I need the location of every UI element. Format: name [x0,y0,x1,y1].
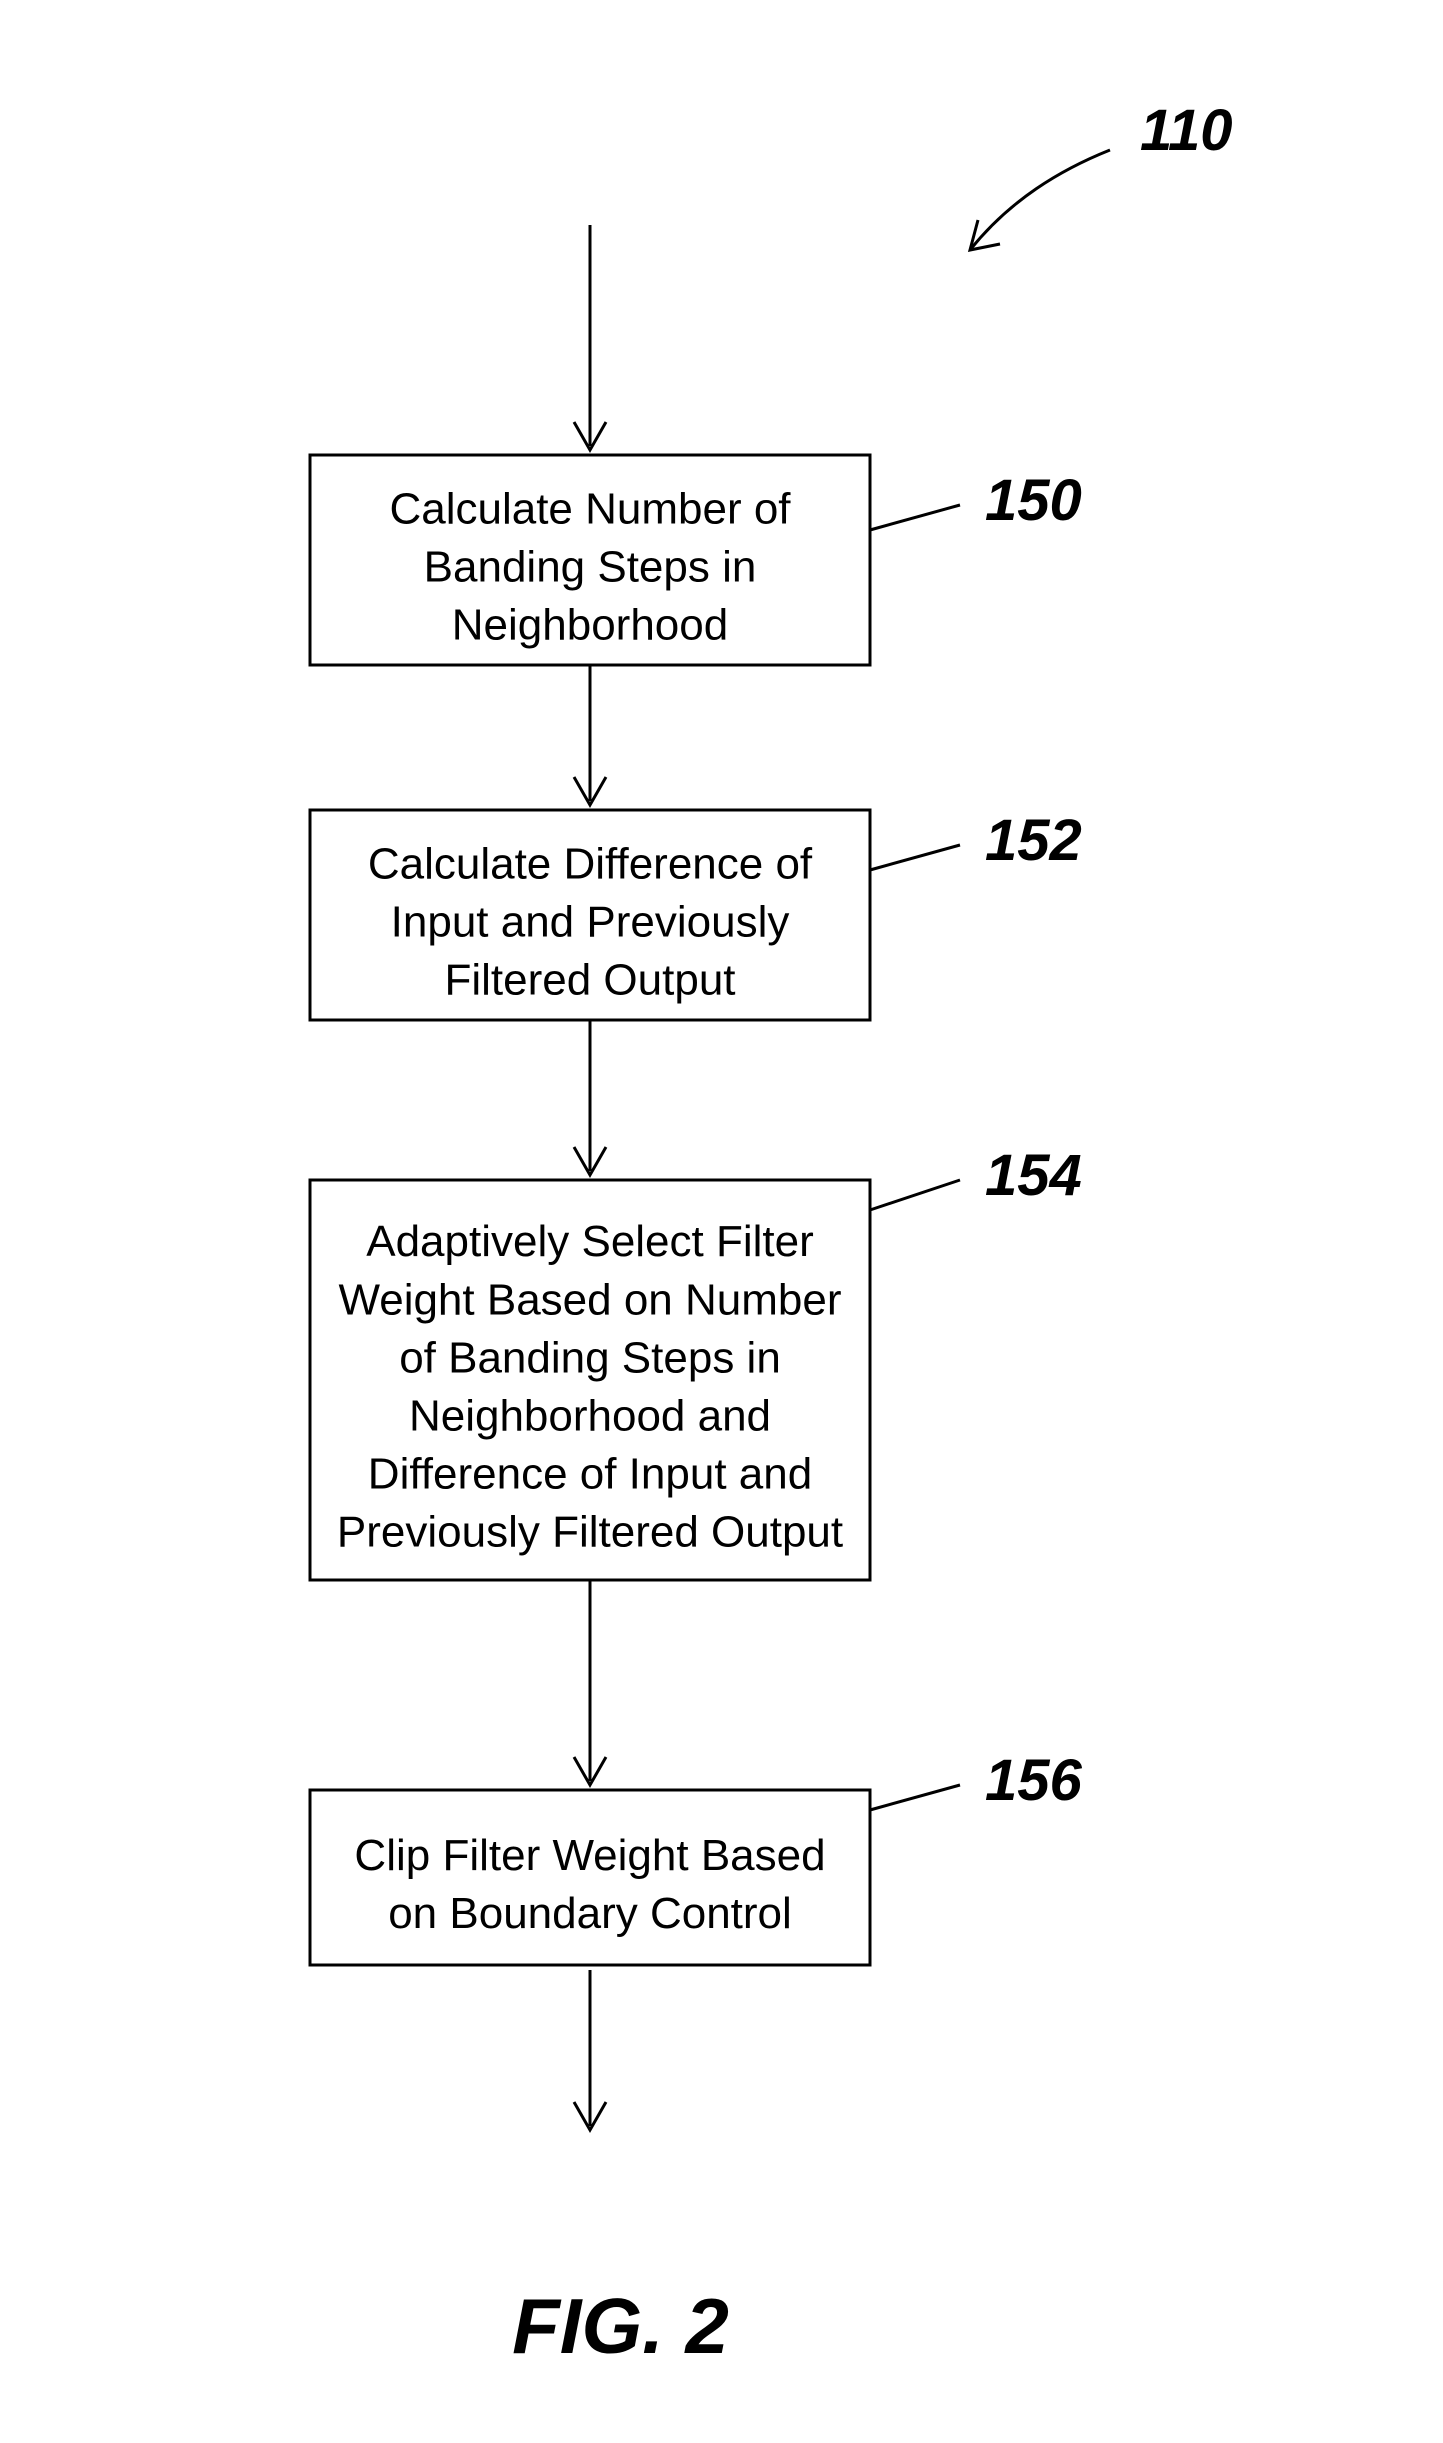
step-154-text-line: of Banding Steps in [399,1333,781,1382]
step-152-text-line: Filtered Output [444,955,735,1004]
step-156-text-line: on Boundary Control [388,1889,792,1938]
step-156-ref: 156 [985,1748,1083,1813]
step-156-leader [870,1785,960,1810]
step-150-leader [870,505,960,530]
step-154-text-line: Neighborhood and [409,1391,771,1440]
figure-ref-label: 110 [1140,98,1232,163]
step-150-text-line: Banding Steps in [424,542,757,591]
step-154-ref: 154 [985,1143,1082,1208]
step-150-ref: 150 [985,468,1082,533]
step-154-text-line: Difference of Input and [368,1450,812,1499]
step-154-text-line: Adaptively Select Filter [366,1217,814,1266]
step-152-text-line: Calculate Difference of [368,839,813,888]
step-154-leader [870,1180,960,1210]
figure-caption: FIG. 2 [512,2282,729,2370]
figure-ref-arrow [970,150,1110,250]
step-150-text-line: Neighborhood [452,600,728,649]
step-152-leader [870,845,960,870]
step-156-text-line: Clip Filter Weight Based [354,1831,825,1880]
step-152-ref: 152 [985,808,1082,873]
step-152-text-line: Input and Previously [391,897,790,946]
step-150-text-line: Calculate Number of [389,484,791,533]
step-154-text-line: Previously Filtered Output [337,1508,843,1557]
step-154-text-line: Weight Based on Number [338,1275,841,1324]
